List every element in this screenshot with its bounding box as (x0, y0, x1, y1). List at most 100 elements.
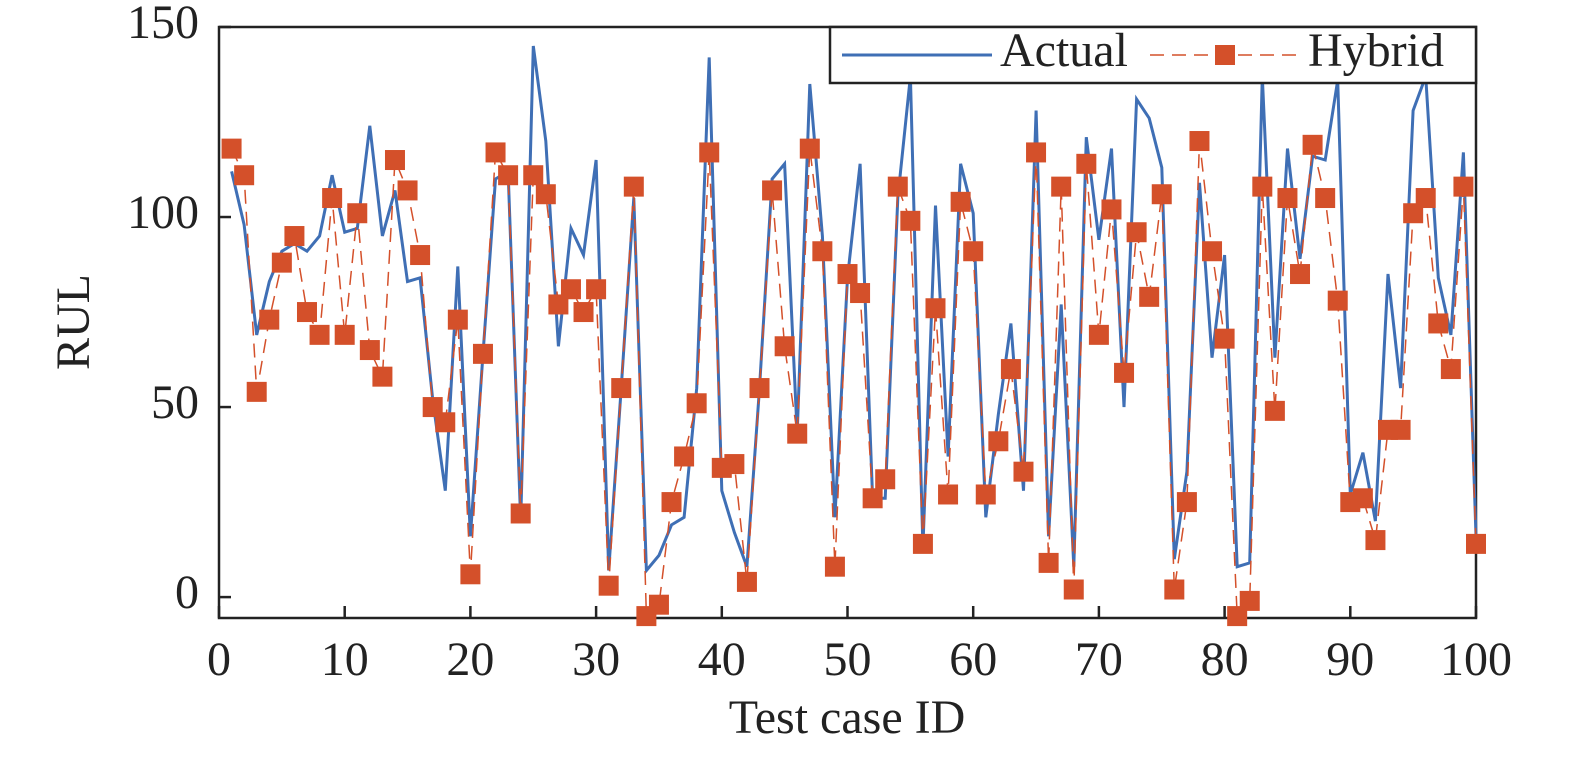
plot-frame (217, 25, 1478, 620)
marker (724, 454, 745, 475)
marker (900, 210, 921, 231)
marker (787, 423, 808, 444)
marker (950, 191, 971, 212)
marker (296, 302, 317, 323)
marker (309, 324, 330, 345)
marker (334, 324, 355, 345)
marker (221, 138, 242, 159)
marker (548, 294, 569, 315)
marker (1239, 590, 1260, 611)
legend-label: Actual (1000, 24, 1128, 77)
marker (762, 180, 783, 201)
x-tick-label: 90 (1326, 633, 1374, 686)
marker (560, 279, 581, 300)
y-tick-label: 100 (127, 186, 199, 239)
marker (1076, 153, 1097, 174)
marker (1164, 579, 1185, 600)
marker (1013, 461, 1034, 482)
marker (259, 309, 280, 330)
marker (850, 283, 871, 304)
marker (485, 142, 506, 163)
marker (246, 381, 267, 402)
marker (699, 142, 720, 163)
series-line (230, 45, 1478, 575)
y-tick-label: 150 (127, 0, 199, 49)
marker (1352, 488, 1373, 509)
x-tick-label: 0 (207, 633, 231, 686)
x-tick-label: 40 (698, 633, 746, 686)
marker (1415, 188, 1436, 209)
marker (837, 264, 858, 285)
marker (1227, 606, 1248, 627)
marker (1051, 176, 1072, 197)
marker (1252, 176, 1273, 197)
marker (234, 165, 255, 186)
marker (875, 469, 896, 490)
marker (410, 245, 431, 266)
marker (573, 302, 594, 323)
marker (661, 492, 682, 513)
y-tick-label: 0 (175, 566, 199, 619)
marker (397, 180, 418, 201)
marker (1063, 579, 1084, 600)
marker (1176, 492, 1197, 513)
marker (1277, 188, 1298, 209)
marker (460, 564, 481, 585)
marker (1453, 176, 1474, 197)
marker (1151, 184, 1172, 205)
marker (975, 484, 996, 505)
x-tick-label: 60 (949, 633, 997, 686)
marker (1403, 203, 1424, 224)
x-tick-label: 20 (446, 633, 494, 686)
marker (1189, 131, 1210, 152)
legend-marker (1215, 45, 1235, 65)
x-tick-label: 30 (572, 633, 620, 686)
marker (322, 188, 343, 209)
marker (447, 309, 468, 330)
marker (1202, 241, 1223, 262)
marker (736, 571, 757, 592)
x-tick-label: 80 (1201, 633, 1249, 686)
marker (988, 431, 1009, 452)
marker (1302, 134, 1323, 155)
marker (1038, 552, 1059, 573)
marker (1440, 359, 1461, 380)
marker (1315, 188, 1336, 209)
marker (824, 556, 845, 577)
marker (1428, 313, 1449, 334)
marker (498, 165, 519, 186)
marker (648, 594, 669, 615)
marker (799, 138, 820, 159)
marker (1214, 328, 1235, 349)
marker (586, 279, 607, 300)
marker (1000, 359, 1021, 380)
marker (1088, 324, 1109, 345)
marker (523, 165, 544, 186)
marker (887, 176, 908, 197)
marker (435, 412, 456, 433)
marker (1139, 286, 1160, 307)
marker (422, 397, 443, 418)
marker (963, 241, 984, 262)
x-tick-label: 50 (824, 633, 872, 686)
x-axis-label: Test case ID (729, 691, 966, 744)
marker (925, 298, 946, 319)
marker (1466, 533, 1486, 554)
marker (611, 378, 632, 399)
marker (812, 241, 833, 262)
marker (749, 378, 770, 399)
marker (598, 575, 619, 596)
marker (938, 484, 959, 505)
marker (623, 176, 644, 197)
marker (674, 446, 695, 467)
marker (510, 503, 531, 524)
marker (1327, 290, 1348, 311)
marker (1290, 264, 1311, 285)
y-tick-label: 50 (151, 376, 199, 429)
marker (1114, 362, 1135, 383)
marker (472, 343, 493, 364)
marker (284, 226, 305, 247)
x-tick-label: 10 (321, 633, 369, 686)
marker (347, 203, 368, 224)
